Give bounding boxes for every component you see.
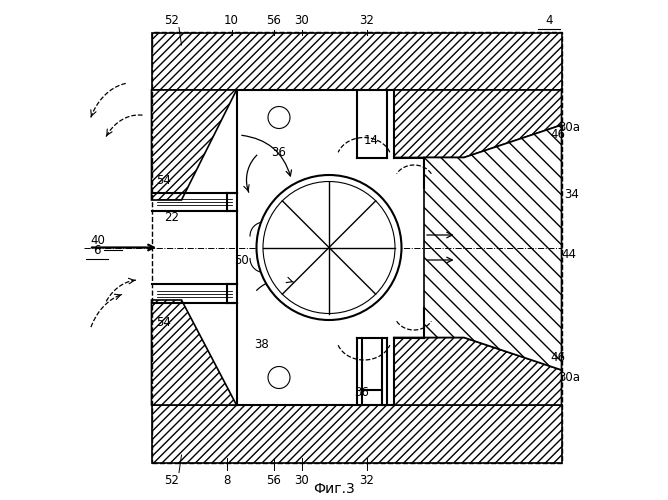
Text: 10: 10 [224, 14, 239, 26]
Circle shape [257, 175, 401, 320]
Text: 46: 46 [550, 128, 566, 141]
Text: 36: 36 [354, 386, 369, 399]
Text: 22: 22 [164, 211, 179, 224]
Text: 34: 34 [564, 188, 579, 202]
Text: 44: 44 [562, 248, 576, 262]
Polygon shape [424, 125, 562, 370]
Circle shape [268, 366, 290, 388]
Text: 30: 30 [294, 474, 309, 486]
Text: 50: 50 [234, 254, 249, 266]
Text: 36: 36 [272, 146, 287, 159]
Text: 30: 30 [294, 14, 309, 26]
Text: 52: 52 [164, 14, 179, 26]
Text: 30a: 30a [558, 121, 580, 134]
Text: 4: 4 [545, 14, 552, 26]
Text: 56: 56 [267, 14, 281, 26]
Text: 46: 46 [550, 351, 566, 364]
Text: 56: 56 [267, 474, 281, 486]
Text: 6: 6 [93, 244, 100, 256]
Circle shape [263, 182, 395, 314]
Text: 54: 54 [156, 316, 172, 329]
Polygon shape [394, 90, 562, 158]
Bar [152, 32, 562, 463]
Polygon shape [152, 90, 236, 200]
Text: 54: 54 [156, 174, 172, 186]
Text: 30a: 30a [558, 371, 580, 384]
Text: 32: 32 [359, 14, 374, 26]
Polygon shape [152, 405, 562, 462]
Text: 32: 32 [359, 474, 374, 486]
Polygon shape [152, 32, 562, 90]
Text: 40: 40 [91, 234, 106, 246]
Polygon shape [152, 300, 236, 405]
Text: 52: 52 [164, 474, 179, 486]
Text: 14: 14 [364, 134, 379, 146]
Polygon shape [394, 338, 562, 405]
Circle shape [268, 106, 290, 128]
Text: 8: 8 [223, 474, 230, 486]
Text: Фиг.3: Фиг.3 [313, 482, 355, 496]
Text: 38: 38 [254, 338, 269, 351]
